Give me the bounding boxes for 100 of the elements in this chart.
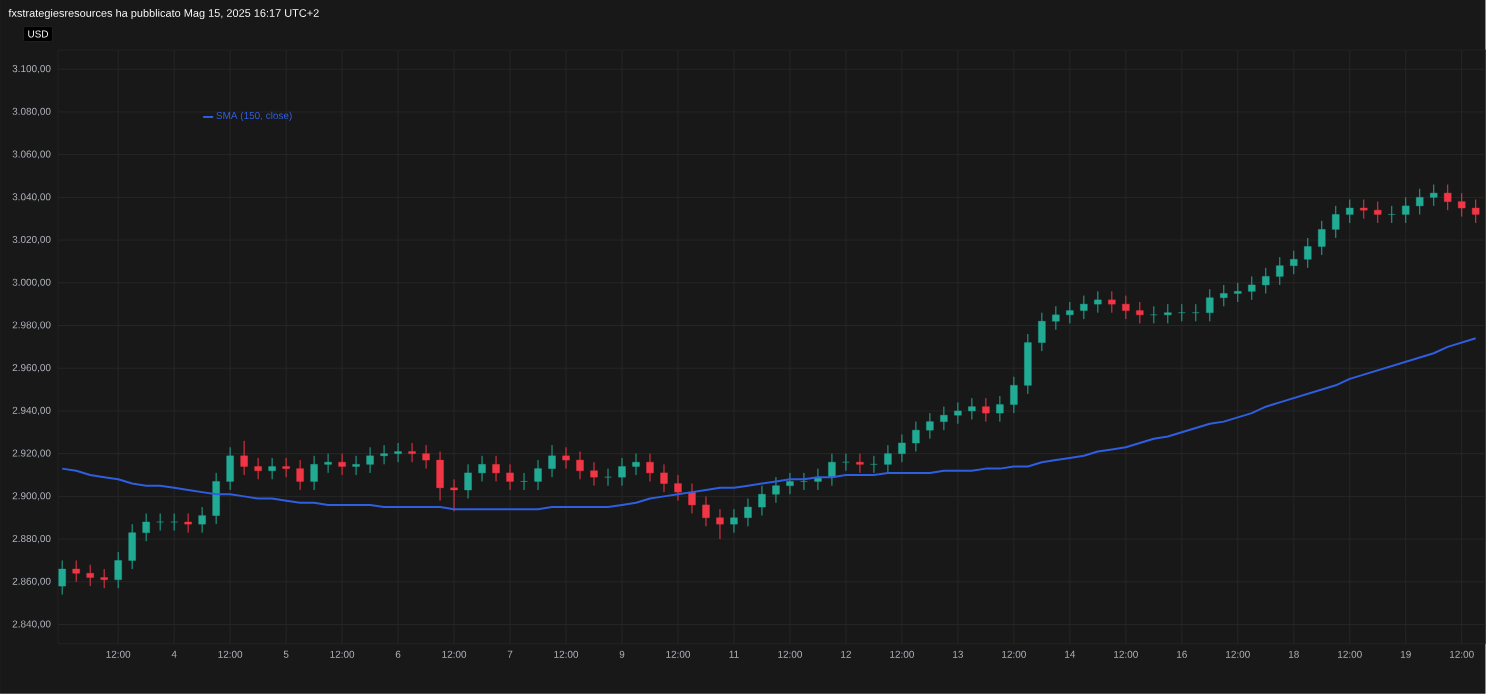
candlestick bbox=[520, 472, 528, 491]
candlestick bbox=[352, 455, 360, 476]
candlestick bbox=[1444, 184, 1452, 211]
candlestick bbox=[268, 457, 276, 480]
candlestick bbox=[380, 444, 388, 465]
candlestick bbox=[142, 513, 150, 542]
candlestick bbox=[632, 453, 640, 476]
candlestick bbox=[310, 455, 318, 491]
candlestick bbox=[1276, 256, 1284, 286]
candlestick bbox=[982, 397, 990, 423]
candlestick bbox=[604, 468, 612, 487]
candlestick bbox=[1038, 312, 1046, 352]
candlestick bbox=[1108, 290, 1116, 314]
candlestick bbox=[1094, 290, 1102, 314]
candlestick bbox=[1024, 333, 1032, 395]
candlestick bbox=[1080, 295, 1088, 320]
candlestick bbox=[968, 397, 976, 421]
candlestick bbox=[450, 478, 458, 512]
candlestick bbox=[422, 444, 430, 470]
candlestick bbox=[800, 472, 808, 491]
candlestick bbox=[954, 402, 962, 425]
candlestick bbox=[576, 451, 584, 480]
candlestick bbox=[688, 483, 696, 515]
candlestick bbox=[198, 506, 206, 534]
candlestick bbox=[646, 453, 654, 483]
candlestick bbox=[492, 455, 500, 483]
candlestick bbox=[478, 455, 486, 483]
candlestick bbox=[702, 496, 710, 527]
candlestick bbox=[1332, 205, 1340, 239]
candlestick bbox=[366, 446, 374, 474]
candlestick bbox=[898, 434, 906, 463]
candlestick bbox=[1178, 303, 1186, 322]
candlestick bbox=[506, 463, 514, 491]
candlestick bbox=[1262, 267, 1270, 295]
candlestick bbox=[716, 508, 724, 540]
candlestick bbox=[394, 442, 402, 463]
candlestick bbox=[1304, 237, 1312, 269]
candlestick bbox=[156, 513, 164, 532]
candlestick bbox=[1220, 284, 1228, 307]
candlestick bbox=[786, 472, 794, 495]
candlestick bbox=[1066, 301, 1074, 324]
candlestick bbox=[1472, 199, 1480, 224]
candlestick bbox=[996, 395, 1004, 423]
candlestick bbox=[296, 459, 304, 491]
candlestick bbox=[772, 476, 780, 504]
candlestick bbox=[856, 453, 864, 474]
candlestick bbox=[660, 463, 668, 493]
candlestick bbox=[1346, 199, 1354, 224]
candlestick bbox=[282, 457, 290, 478]
candlestick bbox=[562, 446, 570, 470]
candlestick bbox=[226, 446, 234, 491]
candlestick bbox=[758, 485, 766, 517]
candlestick bbox=[72, 560, 80, 583]
candlestick bbox=[408, 442, 416, 463]
candlestick bbox=[1206, 288, 1214, 322]
candlestick bbox=[1360, 199, 1368, 220]
candlestick bbox=[828, 453, 836, 487]
candlestick bbox=[1458, 192, 1466, 218]
candlestick bbox=[1192, 303, 1200, 322]
candlestick bbox=[1318, 220, 1326, 256]
candlestick bbox=[870, 455, 878, 474]
candlestick bbox=[884, 444, 892, 474]
candlestick bbox=[86, 564, 94, 587]
candlestick bbox=[464, 463, 472, 500]
candlestick bbox=[926, 412, 934, 440]
candlestick bbox=[254, 457, 262, 480]
candlestick bbox=[212, 472, 220, 525]
candlestick bbox=[58, 560, 66, 596]
candlestick bbox=[436, 451, 444, 502]
candlestick bbox=[114, 551, 122, 589]
candlestick bbox=[1234, 282, 1242, 303]
candlestick bbox=[1164, 303, 1172, 324]
candlestick bbox=[170, 513, 178, 532]
candlestick bbox=[184, 513, 192, 534]
candlestick bbox=[618, 457, 626, 487]
candlestick bbox=[1136, 301, 1144, 324]
candlestick bbox=[1402, 196, 1410, 224]
candlestick bbox=[324, 453, 332, 474]
candlestick bbox=[338, 453, 346, 476]
candlestick bbox=[1248, 276, 1256, 301]
candlestick bbox=[128, 523, 136, 570]
candlestick bbox=[1388, 205, 1396, 224]
candlestick bbox=[842, 453, 850, 472]
candlestick bbox=[730, 508, 738, 534]
candlestick bbox=[1010, 376, 1018, 414]
candlestick bbox=[100, 568, 108, 589]
candlestick bbox=[534, 459, 542, 491]
candlestick bbox=[1122, 295, 1130, 320]
candlestick bbox=[1290, 250, 1298, 275]
candlestick bbox=[744, 498, 752, 527]
candlestick bbox=[674, 474, 682, 502]
candlestick bbox=[912, 421, 920, 453]
candlestick bbox=[1430, 184, 1438, 207]
candlestick bbox=[240, 440, 248, 476]
candlestick bbox=[590, 461, 598, 487]
candlestick bbox=[1052, 305, 1060, 331]
candlestick bbox=[1416, 188, 1424, 216]
candlestick bbox=[548, 444, 556, 478]
candlestick bbox=[940, 406, 948, 431]
candlestick bbox=[1374, 201, 1382, 224]
